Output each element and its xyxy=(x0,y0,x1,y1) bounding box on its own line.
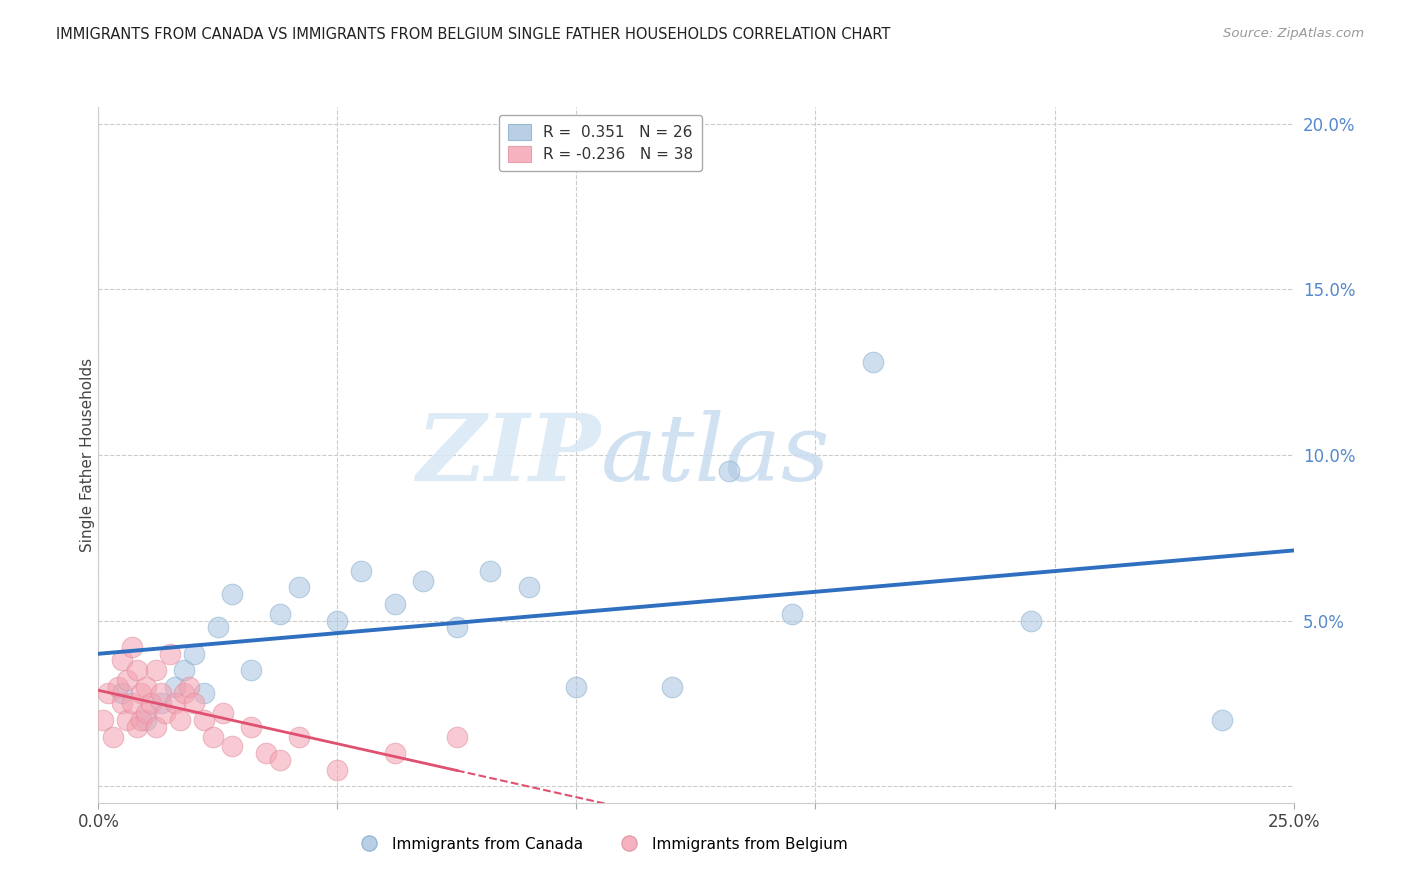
Point xyxy=(135,713,157,727)
Point xyxy=(240,720,263,734)
Point xyxy=(173,663,195,677)
Point xyxy=(193,686,215,700)
Point xyxy=(288,581,311,595)
Point xyxy=(125,720,148,734)
Point xyxy=(111,686,134,700)
Point xyxy=(145,663,167,677)
Point xyxy=(718,465,741,479)
Y-axis label: Single Father Households: Single Father Households xyxy=(80,358,94,552)
Point xyxy=(169,713,191,727)
Point xyxy=(183,697,205,711)
Point xyxy=(111,697,134,711)
Point xyxy=(193,713,215,727)
Point xyxy=(135,706,157,721)
Point xyxy=(121,640,143,654)
Point xyxy=(384,597,406,611)
Point xyxy=(183,647,205,661)
Point xyxy=(115,713,138,727)
Point xyxy=(163,680,186,694)
Point xyxy=(221,739,243,754)
Point xyxy=(479,564,502,578)
Point xyxy=(211,706,233,721)
Point xyxy=(221,587,243,601)
Point xyxy=(149,697,172,711)
Point xyxy=(326,763,349,777)
Point xyxy=(350,564,373,578)
Point xyxy=(97,686,120,700)
Point xyxy=(862,355,884,369)
Point xyxy=(131,713,153,727)
Point xyxy=(412,574,434,588)
Point xyxy=(254,746,277,760)
Point xyxy=(125,663,148,677)
Point xyxy=(121,697,143,711)
Point xyxy=(111,653,134,667)
Point xyxy=(91,713,114,727)
Point xyxy=(517,581,540,595)
Point xyxy=(149,686,172,700)
Point xyxy=(145,720,167,734)
Point xyxy=(269,753,291,767)
Point xyxy=(163,697,186,711)
Point xyxy=(326,614,349,628)
Point xyxy=(565,680,588,694)
Point xyxy=(1019,614,1042,628)
Point xyxy=(780,607,803,621)
Point xyxy=(661,680,683,694)
Point xyxy=(269,607,291,621)
Point xyxy=(384,746,406,760)
Point xyxy=(135,680,157,694)
Text: atlas: atlas xyxy=(600,410,830,500)
Point xyxy=(101,730,124,744)
Point xyxy=(240,663,263,677)
Text: ZIP: ZIP xyxy=(416,410,600,500)
Point xyxy=(159,647,181,661)
Point xyxy=(288,730,311,744)
Point xyxy=(139,697,162,711)
Point xyxy=(131,686,153,700)
Point xyxy=(207,620,229,634)
Point xyxy=(1211,713,1233,727)
Point xyxy=(202,730,225,744)
Point xyxy=(107,680,129,694)
Point xyxy=(173,686,195,700)
Point xyxy=(115,673,138,688)
Point xyxy=(446,730,468,744)
Point xyxy=(179,680,201,694)
Legend: Immigrants from Canada, Immigrants from Belgium: Immigrants from Canada, Immigrants from … xyxy=(347,830,853,858)
Point xyxy=(446,620,468,634)
Point xyxy=(155,706,177,721)
Text: Source: ZipAtlas.com: Source: ZipAtlas.com xyxy=(1223,27,1364,40)
Text: IMMIGRANTS FROM CANADA VS IMMIGRANTS FROM BELGIUM SINGLE FATHER HOUSEHOLDS CORRE: IMMIGRANTS FROM CANADA VS IMMIGRANTS FRO… xyxy=(56,27,890,42)
